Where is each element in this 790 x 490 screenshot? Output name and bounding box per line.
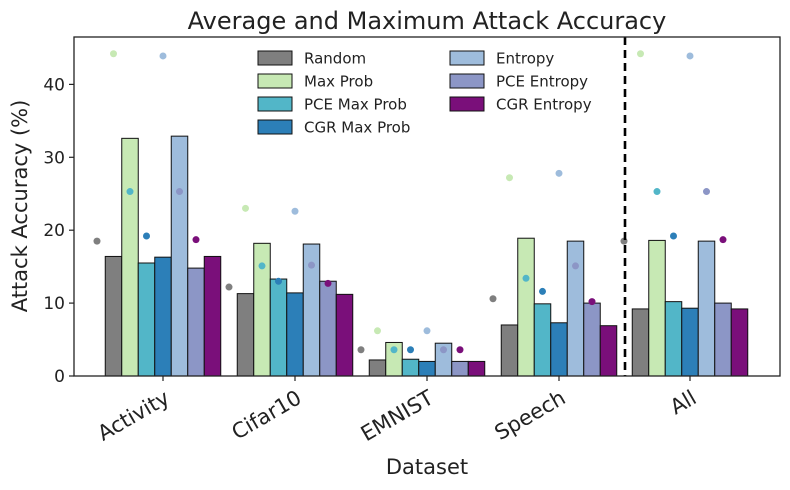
legend-swatch <box>449 50 485 66</box>
max-dot <box>357 346 365 354</box>
legend-label: CGR Entropy <box>496 96 592 114</box>
max-dot <box>653 188 661 196</box>
bar-max-prob <box>121 137 139 377</box>
max-dot <box>572 262 579 270</box>
max-dot <box>390 346 398 354</box>
max-dot <box>407 346 414 354</box>
bar-pce-entropy <box>319 280 337 377</box>
bar-pce-max-prob <box>533 303 552 377</box>
legend-label: Max Prob <box>304 73 373 91</box>
max-dot <box>555 169 563 177</box>
legend-swatch <box>257 73 293 89</box>
x-axis: Activity Cifar10 EMNIST Speech All <box>93 376 701 446</box>
bar-cgr-max-prob <box>550 322 568 377</box>
max-dot <box>539 287 546 295</box>
bar-random <box>500 324 519 377</box>
x-tick-label: Cifar10 <box>228 386 306 445</box>
bar-pce-entropy <box>451 360 469 377</box>
legend-swatch <box>257 50 293 66</box>
legend-swatch <box>257 96 293 112</box>
max-dot <box>588 298 596 306</box>
y-axis: 0 10 20 30 40 <box>43 75 74 387</box>
max-dot <box>275 277 282 285</box>
legend-label: Entropy <box>496 50 554 68</box>
y-tick-label: 40 <box>43 75 65 95</box>
max-dot <box>110 50 117 58</box>
max-dot <box>506 174 513 182</box>
bar-max-prob <box>648 239 666 377</box>
max-dots-layer <box>93 50 727 354</box>
max-dot <box>703 188 710 196</box>
bar-random <box>104 255 123 377</box>
x-tick-label: EMNIST <box>357 385 438 446</box>
legend-label: PCE Entropy <box>496 73 588 91</box>
x-axis-label: Dataset <box>386 455 468 479</box>
max-dot <box>291 207 299 215</box>
max-dot <box>440 346 447 354</box>
legend-label: CGR Max Prob <box>304 119 410 137</box>
bar-pce-max-prob <box>664 301 683 377</box>
max-dot <box>225 283 233 291</box>
max-dot <box>719 236 727 244</box>
max-dot <box>374 327 381 335</box>
max-dot <box>258 262 266 270</box>
max-dot <box>637 50 644 58</box>
bar-entropy <box>566 240 585 377</box>
bar-pce-max-prob <box>269 278 288 377</box>
max-dot <box>143 232 150 240</box>
y-tick-label: 10 <box>43 294 65 314</box>
max-dot <box>159 52 167 60</box>
y-tick-label: 0 <box>54 367 65 387</box>
bar-cgr-entropy <box>335 293 354 377</box>
max-dot <box>126 188 134 196</box>
legend-swatch <box>449 96 485 112</box>
bar-random <box>236 293 255 377</box>
bar-cgr-entropy <box>599 325 618 377</box>
bar-cgr-max-prob <box>681 307 699 377</box>
bar-entropy <box>170 135 189 377</box>
bar-cgr-max-prob <box>286 292 304 377</box>
legend-label: PCE Max Prob <box>304 96 407 114</box>
legend-swatch <box>449 73 485 89</box>
legend-swatch <box>257 119 293 135</box>
bar-cgr-entropy <box>203 255 222 377</box>
chart-title: Average and Maximum Attack Accuracy <box>188 7 667 35</box>
plot-frame <box>73 36 781 377</box>
bar-entropy <box>697 240 716 377</box>
legend-label: Random <box>304 50 366 68</box>
max-dot <box>176 188 183 196</box>
max-dot <box>489 295 497 303</box>
max-dot <box>192 236 200 244</box>
max-dot <box>324 279 332 287</box>
max-dot <box>93 237 101 245</box>
max-dot <box>670 232 677 240</box>
max-dot <box>686 52 694 60</box>
y-axis-label: Attack Accuracy (%) <box>8 100 32 313</box>
max-dot <box>456 346 464 354</box>
max-dot <box>308 261 315 269</box>
bar-random <box>631 308 650 377</box>
legend: Random Max Prob PCE Max Prob CGR Max Prob En… <box>257 50 592 137</box>
x-tick-label: Activity <box>93 386 173 446</box>
x-tick-label: Speech <box>491 386 570 445</box>
y-tick-label: 20 <box>43 221 65 241</box>
bar-cgr-max-prob <box>418 360 436 377</box>
y-tick-label: 30 <box>43 148 65 168</box>
bar-cgr-entropy <box>467 360 486 377</box>
bar-random <box>368 359 387 377</box>
max-dot <box>242 204 249 212</box>
max-dot <box>423 327 431 335</box>
x-tick-label: All <box>666 386 701 420</box>
bar-pce-max-prob <box>137 262 156 377</box>
bar-cgr-entropy <box>730 308 749 377</box>
max-dot <box>522 274 530 282</box>
bar-pce-max-prob <box>401 358 420 377</box>
bar-pce-entropy <box>187 267 205 377</box>
bar-pce-entropy <box>583 302 601 377</box>
bar-pce-entropy <box>714 302 732 377</box>
bar-cgr-max-prob <box>154 256 172 377</box>
bars-layer <box>104 135 749 377</box>
bar-max-prob <box>517 237 535 377</box>
